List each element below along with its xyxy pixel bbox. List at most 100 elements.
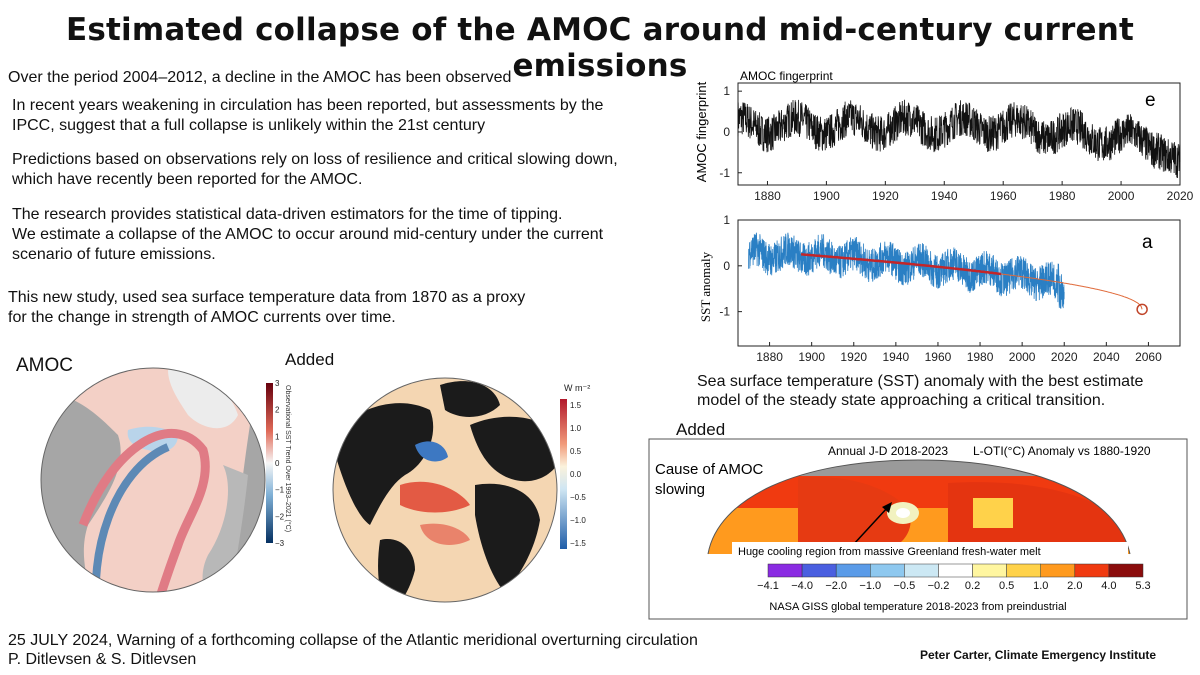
chart-ylabel: SST anomaly (698, 251, 713, 322)
scale-swatch (835, 563, 871, 578)
header-left: Annual J-D 2018-2023 (828, 444, 948, 458)
flux-colorbar-ticks: 1.5 1.0 0.5 0.0 −0.5 −1.0 −1.5 (570, 401, 586, 548)
sst-anomaly-chart: SST anomaly a 10-1 1880 1900 1920 1940 1960 1… (698, 213, 1181, 364)
arrow-head (882, 502, 892, 513)
note-background (732, 542, 1128, 560)
scale-swatch (972, 563, 1007, 578)
colorbar-tick: 0.0 (570, 470, 582, 479)
paragraph-ipcc: In recent years weakening in circulation… (12, 96, 603, 136)
paragraph-research: The research provides statistical data-d… (12, 205, 603, 265)
x-tick-label: 1940 (883, 350, 910, 364)
flux-colorbar (560, 399, 567, 549)
scale-label: 0.5 (999, 580, 1014, 592)
scale-label: −0.5 (894, 580, 916, 592)
paragraph-observed-decline: Over the period 2004–2012, a decline in … (8, 69, 512, 86)
added-label-giss: Added (676, 420, 726, 439)
scale-label: −0.2 (928, 580, 950, 592)
x-axis-ticks: 1880 1900 1920 1940 1960 1980 2000 2020 (754, 181, 1194, 203)
chart-caption: Sea surface temperature (SST) anomaly wi… (697, 372, 1143, 410)
paragraph-line: scenario of future emissions. (12, 246, 216, 263)
x-tick-label: 2020 (1051, 350, 1078, 364)
colorbar-tick: −1.0 (570, 516, 586, 525)
tipping-point-marker (1136, 303, 1148, 316)
scale-label: 1.0 (1033, 580, 1048, 592)
scale-swatch (1006, 563, 1041, 578)
x-tick-label: 1900 (798, 350, 825, 364)
colorbar-tick: 1.5 (570, 401, 582, 410)
x-tick-label: 2060 (1135, 350, 1162, 364)
plot-frame (737, 219, 1181, 347)
added-label-map: Added (285, 350, 335, 369)
chart-title: AMOC fingerprint (740, 69, 833, 83)
cause-label: Cause of AMOC (655, 461, 764, 478)
scale-label: 4.0 (1101, 580, 1116, 592)
x-tick-label: 1940 (931, 189, 958, 203)
colorbar-tick: 1.0 (570, 424, 582, 433)
x-tick-label: 1980 (1049, 189, 1076, 203)
paragraph-line: for the change in strength of AMOC curre… (8, 309, 396, 326)
flux-unit-label: W m⁻² (564, 383, 590, 393)
colorbar-tick: −0.5 (570, 493, 586, 502)
scale-swatch (801, 563, 837, 578)
colorbar-tick: 0 (275, 459, 280, 468)
colorbar-tick: −1.5 (570, 539, 586, 548)
scale-swatch (767, 563, 803, 578)
header-right: L-OTI(°C) Anomaly vs 1880-1920 (973, 444, 1151, 458)
caption-line: model of the steady state approaching a … (697, 392, 1106, 409)
x-axis-ticks: 1880 1900 1920 1940 1960 1980 2000 2020 2040 2060 (756, 342, 1162, 364)
paragraph-line: which have recently been reported for th… (12, 171, 363, 188)
scale-swatch (1074, 563, 1110, 578)
citation-authors: P. Ditlevsen & S. Ditlevsen (8, 651, 197, 668)
giss-anomaly-panel: Annual J-D 2018-2023 L-OTI(°C) Anomaly v… (648, 438, 1188, 620)
scale-label: −4.1 (757, 580, 779, 592)
scale-swatch (904, 563, 939, 578)
x-tick-label: 1980 (967, 350, 994, 364)
y-tick-label: 1 (723, 213, 730, 227)
scale-label: −4.0 (791, 580, 813, 592)
giss-footer: NASA GISS global temperature 2018-2023 f… (769, 601, 1066, 613)
author-signature: Peter Carter, Climate Emergency Institut… (920, 648, 1157, 662)
colorbar-tick: 0.5 (570, 447, 582, 456)
cause-label-2: slowing (655, 481, 705, 498)
amoc-map-label: AMOC (16, 355, 73, 376)
colorbar-tick: −3 (275, 539, 285, 548)
citation-line: 25 JULY 2024, Warning of a forthcoming c… (8, 632, 698, 649)
chart-ylabel: AMOC fingerprint (694, 81, 709, 182)
scale-swatch (1108, 563, 1144, 578)
scale-swatch (1040, 563, 1076, 578)
colorbar-tick: −2 (275, 512, 285, 521)
paragraph-line: We estimate a collapse of the AMOC to oc… (12, 226, 604, 243)
page-title: Estimated collapse of the AMOC around mi… (65, 12, 1135, 84)
x-tick-label: 2040 (1093, 350, 1120, 364)
citation: 25 JULY 2024, Warning of a forthcoming c… (8, 631, 698, 669)
scale-label: −2.0 (825, 580, 847, 592)
y-tick-label: 1 (723, 84, 730, 98)
scale-label: 2.0 (1067, 580, 1082, 592)
fitted-steady-state-curve (801, 253, 1002, 276)
paragraph-new-study: This new study, used sea surface tempera… (8, 288, 525, 328)
scale-label: −1.0 (859, 580, 881, 592)
colorbar-tick: −1 (275, 486, 285, 495)
heat-flux-globe-map: W m⁻² 1.5 1.0 0.5 0.0 −0.5 −1.0 −1.5 (332, 377, 590, 603)
colorbar-tick: 1 (275, 432, 280, 441)
y-axis-ticks: 1 0 -1 (719, 84, 742, 180)
caption-line: Sea surface temperature (SST) anomaly wi… (697, 373, 1144, 390)
x-tick-label: 2020 (1167, 189, 1194, 203)
cooling-note: Huge cooling region from massive Greenla… (738, 546, 1041, 558)
y-tick-label: -1 (719, 166, 730, 180)
fingerprint-series (737, 99, 1181, 179)
x-tick-label: 2000 (1009, 350, 1036, 364)
paragraph-predictions: Predictions based on observations rely o… (12, 150, 618, 190)
paragraph-line: In recent years weakening in circulation… (12, 97, 604, 114)
sst-colorbar-title: Observational SST Trend Over 1993–2021 (… (284, 385, 292, 532)
amoc-globe-map: 3 2 1 0 −1 −2 −3 Observational SST Trend Over … (40, 367, 292, 593)
x-tick-label: 1920 (840, 350, 867, 364)
y-tick-label: 0 (723, 125, 730, 139)
x-tick-label: 1900 (813, 189, 840, 203)
scale-label: 0.2 (965, 580, 980, 592)
paragraph-line: This new study, used sea surface tempera… (8, 289, 526, 306)
panel-letter: e (1145, 90, 1156, 111)
x-tick-label: 1880 (756, 350, 783, 364)
x-tick-label: 1920 (872, 189, 899, 203)
scale-swatch (870, 563, 905, 578)
